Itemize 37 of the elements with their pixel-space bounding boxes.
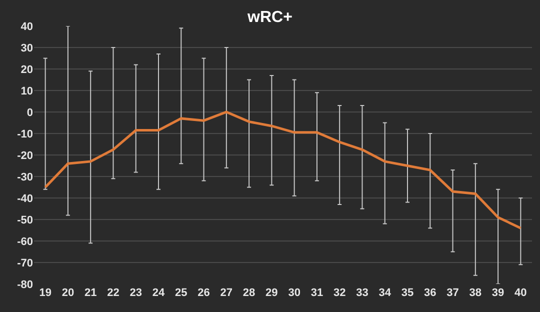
x-tick-label: 29 [266, 287, 278, 299]
y-tick-label: 20 [20, 64, 33, 76]
x-tick-label: 28 [242, 287, 256, 299]
x-tick-label: 20 [62, 287, 74, 299]
x-tick-label: 19 [39, 287, 52, 299]
x-tick-label: 39 [492, 287, 504, 299]
x-tick-label: 32 [333, 287, 346, 299]
y-tick-label: 0 [26, 106, 33, 119]
y-tick-label: -50 [17, 214, 33, 226]
y-tick-label: -80 [17, 278, 33, 291]
chart-title: wRC+ [246, 9, 292, 26]
y-tick-label: -20 [17, 150, 33, 162]
x-tick-label: 33 [356, 287, 368, 299]
x-tick-label: 30 [288, 287, 300, 299]
y-tick-label: -10 [17, 128, 33, 140]
x-tick-label: 31 [310, 287, 324, 299]
x-tick-label: 26 [198, 287, 210, 299]
x-tick-label: 21 [84, 287, 97, 299]
x-tick-label: 23 [130, 287, 142, 299]
x-tick-label: 36 [424, 287, 436, 299]
x-tick-label: 40 [514, 287, 527, 299]
y-tick-label: 10 [20, 85, 33, 98]
x-tick-label: 27 [220, 287, 233, 299]
x-tick-label: 37 [446, 287, 459, 299]
line-series [44, 110, 522, 230]
y-tick-label: 30 [20, 42, 33, 54]
x-tick-label: 25 [175, 287, 188, 299]
y-tick-label: -30 [17, 171, 33, 184]
x-tick-label: 22 [107, 287, 120, 299]
x-tick-label: 34 [378, 287, 392, 299]
x-tick-label: 38 [469, 287, 482, 299]
y-tick-label: 40 [20, 20, 33, 33]
x-tick-label: 35 [401, 287, 414, 299]
y-tick-label: -40 [17, 192, 33, 205]
x-tick-label: 24 [152, 287, 166, 299]
y-tick-label: -70 [17, 257, 33, 270]
y-tick-label: -60 [17, 236, 33, 248]
